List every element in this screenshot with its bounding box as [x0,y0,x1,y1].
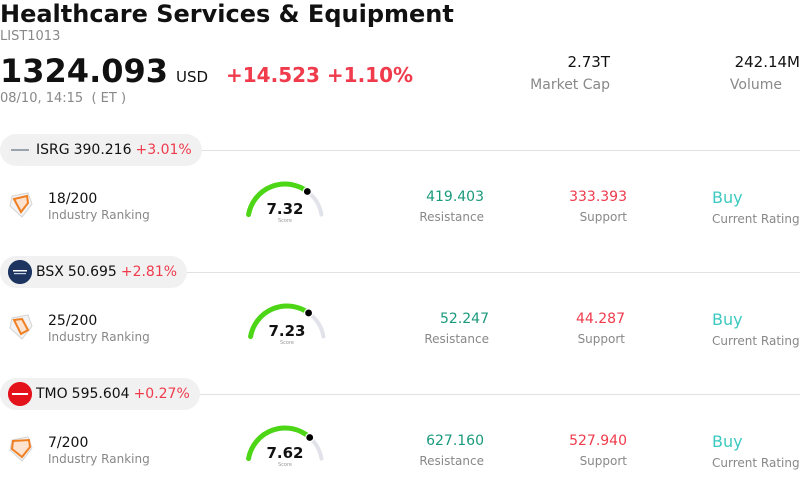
resistance-label: Resistance [419,210,484,224]
score-gauge-arc [246,181,324,218]
index-code: LIST1013 [0,29,61,44]
current-rating-label: Current Rating [712,334,800,348]
stock-price: 50.695 [67,264,117,280]
industry-ranking-value: 25/200 [48,313,98,329]
current-rating-value: Buy [712,432,743,451]
volume-label: Volume [729,77,782,93]
volume-value: 242.14M [734,53,800,71]
index-price: 1324.093 [0,52,169,90]
stock-pill[interactable]: BSX 50.695 +2.81% [0,256,188,288]
score-caption: Score [277,462,292,468]
industry-ranking-value: 18/200 [48,191,98,207]
stock-change: +3.01% [135,142,192,158]
stock-price: 595.604 [71,386,130,402]
resistance-value: 419.403 [426,189,484,205]
score-value: 7.62 [266,444,304,462]
ranking-icon [9,192,33,218]
industry-ranking-label: Industry Ranking [48,330,150,344]
stock-change: +2.81% [120,264,178,280]
stock-symbol: BSX [36,264,64,280]
current-rating-label: Current Rating [712,212,800,226]
score-gauge: 7.23 Score [246,302,336,350]
section-divider [0,272,800,273]
stock-change: +0.27% [133,386,190,402]
industry-ranking-label: Industry Ranking [48,452,150,466]
score-gauge: 7.62 Score [244,424,334,472]
index-change: +14.523 +1.10% [226,63,414,87]
resistance-label: Resistance [424,332,489,346]
stock-symbol: ISRG [36,142,70,158]
resistance-value: 627.160 [426,433,484,449]
currency-label: USD [176,68,209,86]
stock-pill[interactable]: ISRG 390.216 +3.01% [0,134,202,166]
gauge-indicator-dot [302,186,312,197]
stock-card-bsx[interactable]: BSX 50.695 +2.81% 25/200 Industry Rankin… [0,256,800,378]
resistance-label: Resistance [419,454,484,468]
gauge-indicator-dot [305,432,315,443]
support-label: Support [579,454,627,468]
isrg-logo-icon [8,138,32,162]
timestamp: 08/10, 14:15 ( ET ) [0,91,127,106]
support-label: Support [577,332,625,346]
stock-card-tmo[interactable]: TMO 595.604 +0.27% 7/200 Industry Rankin… [0,378,800,488]
section-divider [0,150,800,151]
stock-symbol: TMO [36,386,68,402]
gauge-indicator-dot [303,308,314,318]
market-cap-label: Market Cap [530,77,610,93]
score-gauge-arc [246,425,324,462]
support-value: 333.393 [569,189,627,205]
score-value: 7.32 [266,200,304,218]
support-value: 44.287 [576,311,625,327]
resistance-value: 52.247 [440,311,489,327]
score-caption: Score [277,218,292,224]
score-caption: Score [279,340,294,346]
current-rating-value: Buy [712,188,743,207]
current-rating-value: Buy [712,310,743,329]
current-rating-label: Current Rating [712,456,800,470]
industry-ranking-label: Industry Ranking [48,208,150,222]
tmo-logo-icon [8,382,32,406]
stock-pill[interactable]: TMO 595.604 +0.27% [0,378,200,410]
score-gauge: 7.32 Score [244,180,334,228]
gauge-fill [246,425,313,462]
support-value: 527.940 [569,433,627,449]
support-label: Support [579,210,627,224]
gauge-fill [246,181,310,218]
stock-card-isrg[interactable]: ISRG 390.216 +3.01% 18/200 Industry Rank… [0,134,800,256]
section-divider [0,394,800,395]
industry-ranking-value: 7/200 [48,435,89,451]
page-title: Healthcare Services & Equipment [0,0,454,28]
bsx-logo-icon [8,260,32,284]
score-gauge-arc [248,303,326,340]
ranking-icon [9,314,33,340]
stock-price: 390.216 [73,142,132,158]
score-value: 7.23 [268,322,306,340]
ranking-icon [9,436,33,462]
market-cap-value: 2.73T [567,53,610,71]
gauge-fill [248,303,312,340]
